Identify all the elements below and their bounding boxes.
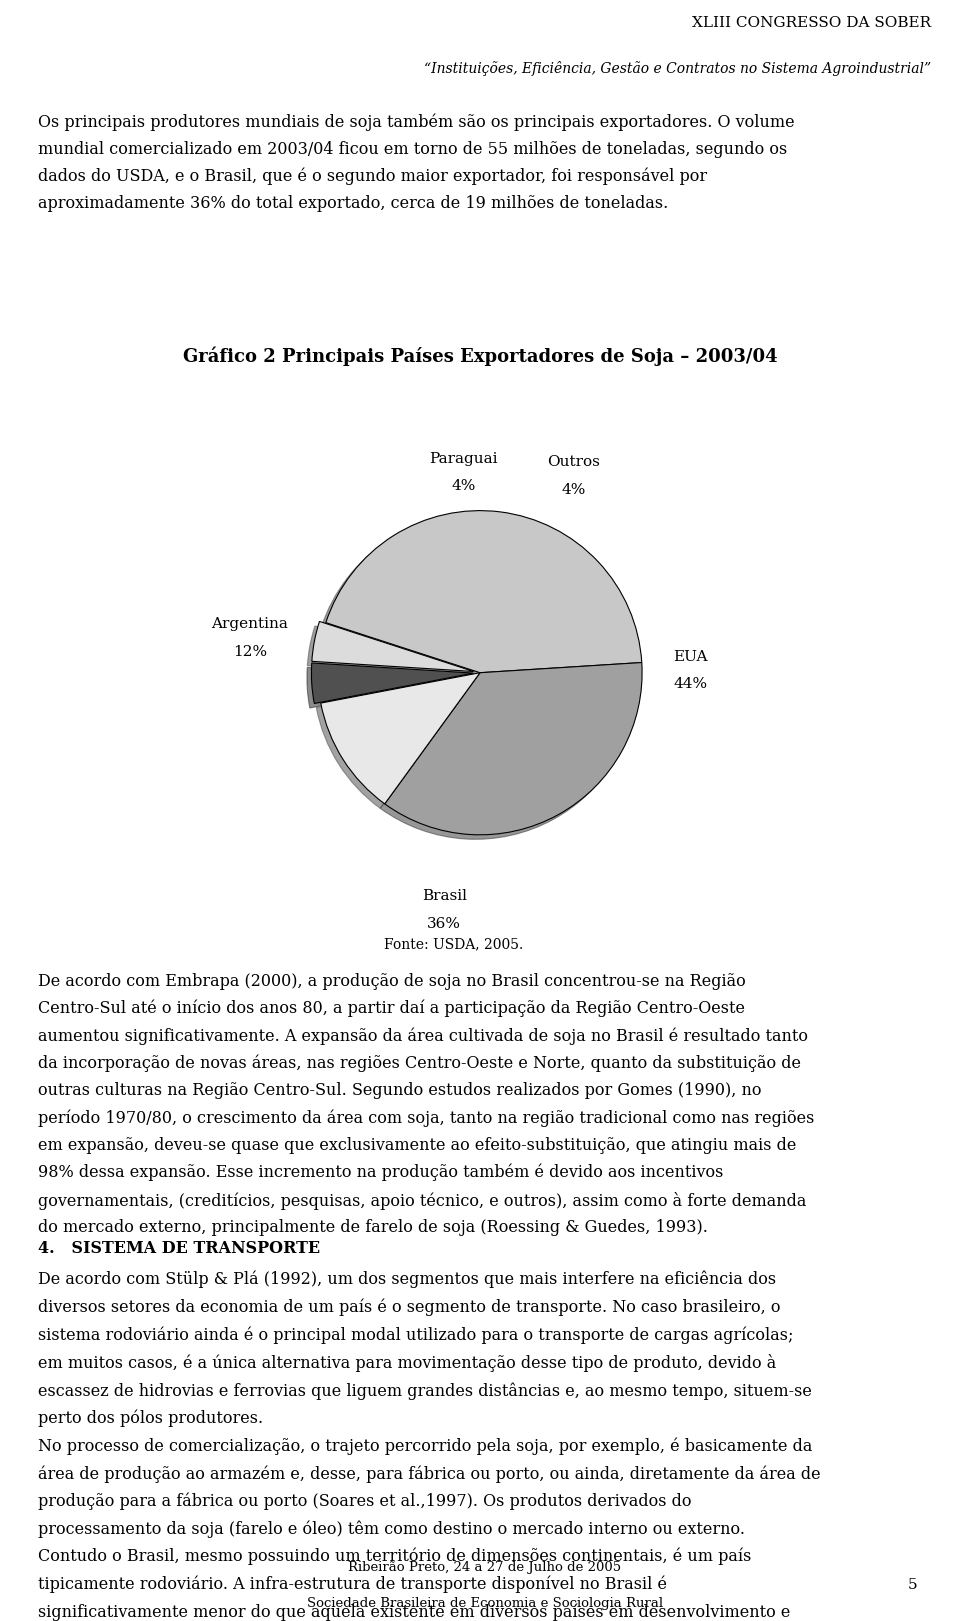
Wedge shape	[312, 621, 473, 671]
Text: Brasil: Brasil	[421, 890, 467, 903]
Text: 36%: 36%	[427, 917, 462, 930]
Text: 12%: 12%	[232, 645, 267, 658]
Text: De acordo com Stülp & Plá (1992), um dos segmentos que mais interfere na eficiên: De acordo com Stülp & Plá (1992), um dos…	[38, 1271, 821, 1621]
Text: “Instituições, Eficiência, Gestão e Contratos no Sistema Agroindustrial”: “Instituições, Eficiência, Gestão e Cont…	[424, 62, 931, 76]
Wedge shape	[385, 663, 642, 835]
Text: Argentina: Argentina	[211, 618, 288, 631]
Wedge shape	[311, 663, 473, 704]
Text: Gráfico 2 Principais Países Exportadores de Soja – 2003/04: Gráfico 2 Principais Países Exportadores…	[182, 347, 778, 366]
Text: 4%: 4%	[451, 480, 476, 493]
Text: 4%: 4%	[562, 483, 587, 496]
Text: Outros: Outros	[547, 456, 600, 468]
Text: Paraguai: Paraguai	[429, 452, 498, 465]
Text: Sociedade Brasileira de Economia e Sociologia Rural: Sociedade Brasileira de Economia e Socio…	[307, 1597, 662, 1610]
Text: Os principais produtores mundiais de soja também são os principais exportadores.: Os principais produtores mundiais de soj…	[38, 113, 795, 212]
Text: De acordo com Embrapa (2000), a produção de soja no Brasil concentrou-se na Regi: De acordo com Embrapa (2000), a produção…	[38, 973, 815, 1237]
Wedge shape	[321, 673, 480, 804]
Text: 4.   SISTEMA DE TRANSPORTE: 4. SISTEMA DE TRANSPORTE	[38, 1240, 321, 1256]
Text: EUA: EUA	[674, 650, 708, 663]
Text: Fonte: USDA, 2005.: Fonte: USDA, 2005.	[384, 937, 524, 952]
Text: 44%: 44%	[674, 678, 708, 691]
Wedge shape	[325, 511, 642, 673]
Text: Ribeirão Preto, 24 a 27 de Julho de 2005: Ribeirão Preto, 24 a 27 de Julho de 2005	[348, 1561, 621, 1574]
Text: 5: 5	[908, 1579, 918, 1592]
Text: XLIII CONGRESSO DA SOBER: XLIII CONGRESSO DA SOBER	[692, 16, 931, 29]
